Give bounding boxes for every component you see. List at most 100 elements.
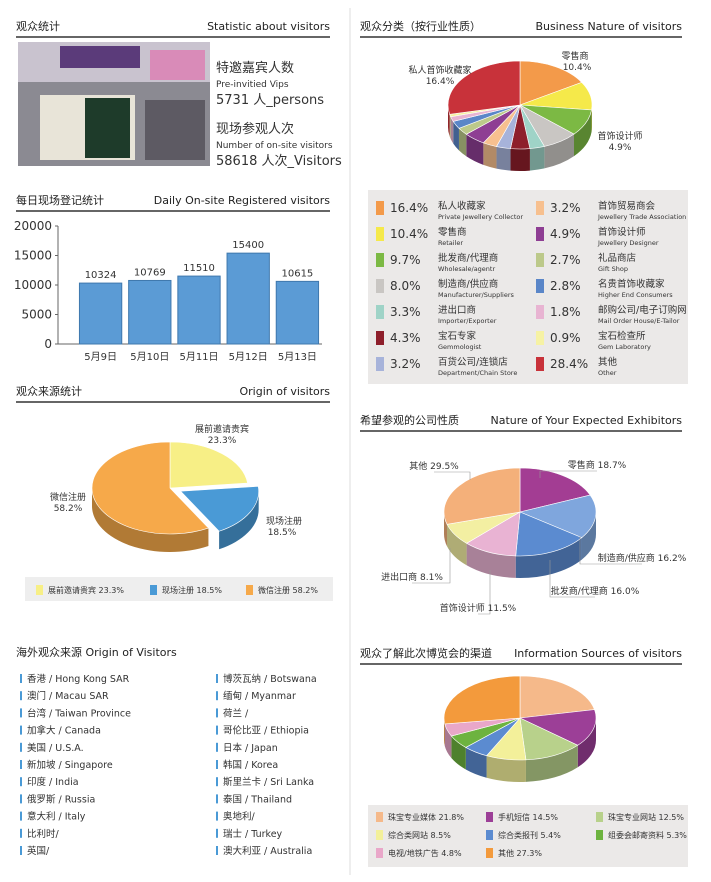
- country: 斯里兰卡 / Sri Lanka: [223, 776, 314, 788]
- slice: [519, 675, 595, 719]
- legend-category: 展前邀请贵宾: [48, 585, 96, 595]
- slice-side: [444, 718, 445, 746]
- pie-value: 18.7%: [598, 461, 627, 471]
- slice: [519, 494, 597, 538]
- slice-side: [450, 116, 454, 144]
- y-tick-label: 5000: [21, 308, 52, 322]
- legend-value: 16.4%: [390, 201, 428, 215]
- data-label: 11510: [183, 263, 215, 274]
- legend-swatch: [536, 253, 544, 267]
- legend-label: 百货公司/连锁店: [438, 356, 508, 368]
- pie-value: 11.5%: [488, 604, 517, 614]
- country: 英国/: [27, 845, 50, 857]
- x-tick-label: 5月11日: [179, 351, 218, 363]
- country: 博茨瓦纳 / Botswana: [223, 673, 317, 685]
- bar: [177, 275, 221, 345]
- bullet: [216, 674, 218, 683]
- legend-label: 其他 27.3%: [498, 848, 542, 858]
- legend-label: 批发商/代理商: [438, 252, 498, 264]
- header-title-en: Business Nature of visitors: [535, 20, 682, 33]
- data-label: 10769: [134, 267, 166, 278]
- legend-value: 4.3%: [390, 331, 421, 345]
- legend-category: 手机短信: [498, 812, 530, 822]
- country: 香港 / Hong Kong SAR: [27, 673, 130, 685]
- legend-label-en: Higher End Consumers: [598, 291, 673, 299]
- country: 新加坡 / Singapore: [27, 759, 113, 771]
- pie-label: 4.9%: [609, 143, 632, 153]
- data-label: 10615: [281, 268, 313, 279]
- slice-side: [577, 718, 596, 768]
- legend-category: 组委会邮寄资料: [608, 830, 664, 840]
- legend-label-en: Mail Order House/E-Tailor: [598, 317, 680, 325]
- legend-swatch: [486, 830, 493, 840]
- legend-label: 宝石检查所: [598, 330, 646, 342]
- pie-label: 18.5%: [268, 528, 297, 538]
- slice-side: [453, 121, 459, 151]
- header-title: 观众统计: [16, 20, 60, 33]
- bullet: [20, 828, 22, 838]
- bullet: [20, 691, 22, 701]
- slice: [91, 441, 209, 535]
- legend-swatch: [376, 812, 383, 822]
- legend-label: 名贵首饰收藏家: [598, 278, 665, 290]
- legend-swatch: [376, 357, 384, 371]
- legend-box: [25, 577, 333, 601]
- bar: [226, 252, 270, 345]
- pie-label: 16.4%: [426, 77, 455, 87]
- legend-label-en: Manufacturer/Suppliers: [438, 291, 515, 299]
- country: 澳门 / Macau SAR: [27, 690, 109, 702]
- legend-value: 2.8%: [550, 279, 581, 293]
- country: 哥伦比亚 / Ethiopia: [223, 725, 309, 737]
- legend-label-en: Importer/Exporter: [438, 317, 497, 325]
- bullet: [216, 725, 218, 735]
- legend-category: 其他: [498, 848, 514, 858]
- bullet: [216, 828, 218, 838]
- legend-label: 制造商/供应商: [438, 278, 498, 290]
- slice: [519, 60, 583, 106]
- leader-line: [434, 471, 471, 480]
- slice-side: [448, 105, 450, 137]
- x-tick-label: 5月12日: [229, 351, 268, 363]
- slice-side: [449, 114, 451, 139]
- pie-label: 零售商 18.7%: [568, 459, 627, 471]
- bullet: [20, 846, 22, 855]
- legend-swatch: [376, 279, 384, 293]
- pie-label: 58.2%: [54, 504, 83, 514]
- legend-swatch: [376, 305, 384, 319]
- legend-category: 微信注册: [258, 585, 290, 595]
- legend-value: 3.2%: [390, 357, 421, 371]
- legend-value: 8.0%: [390, 279, 421, 293]
- pie-label: 微信注册: [50, 491, 86, 503]
- leader-line: [579, 536, 642, 565]
- bullet: [216, 742, 218, 752]
- legend-label: 现场注册 18.5%: [162, 585, 222, 595]
- legend-swatch: [486, 812, 493, 822]
- x-tick-label: 5月10日: [130, 351, 169, 363]
- legend-label-en: Jewellery Trade Association: [597, 213, 686, 221]
- country: 泰国 / Thailand: [223, 793, 292, 805]
- leader-line: [549, 560, 595, 598]
- bar: [78, 282, 123, 345]
- country: 俄罗斯 / Russia: [27, 793, 95, 805]
- header-title: 希望参观的公司性质: [360, 413, 459, 427]
- legend-label-en: Other: [598, 369, 617, 377]
- y-tick-label: 20000: [14, 219, 52, 233]
- slice: [443, 675, 521, 725]
- leader-line: [412, 548, 451, 584]
- label: Number of on-site visitors: [216, 141, 333, 151]
- legend-value: 3.3%: [390, 305, 421, 319]
- legend-label: 电视/地铁广告 4.8%: [388, 848, 462, 858]
- pie-label: 首饰设计师 11.5%: [440, 602, 517, 614]
- legend-swatch: [536, 227, 544, 241]
- pie-category: 批发商/代理商: [551, 585, 608, 597]
- legend-value: 14.5%: [533, 813, 559, 822]
- pie-label: 10.4%: [563, 63, 592, 73]
- slice: [169, 441, 248, 489]
- label: 58618 人次_Visitors: [216, 153, 342, 169]
- legend-label: 零售商: [438, 226, 467, 238]
- legend-value: 4.9%: [550, 227, 581, 241]
- legend-value: 0.9%: [550, 331, 581, 345]
- country: 美国 / U.S.A.: [27, 742, 84, 754]
- legend-value: 5.3%: [667, 831, 688, 840]
- legend-value: 3.2%: [550, 201, 581, 215]
